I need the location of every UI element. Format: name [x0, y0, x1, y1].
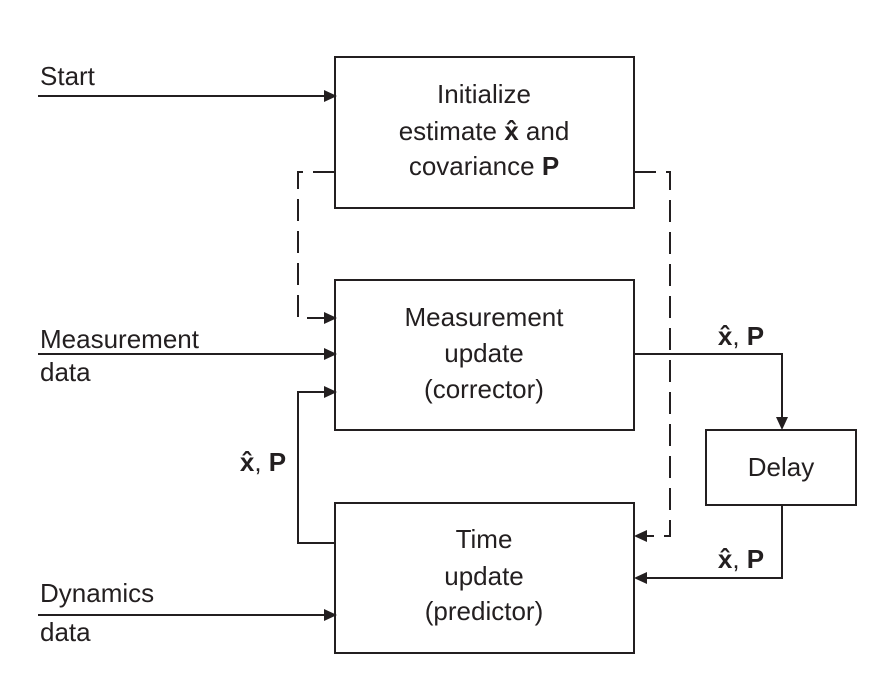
initialize-box	[334, 56, 635, 209]
delay-to-time-arrowhead	[634, 572, 647, 584]
start-arrowhead	[324, 90, 337, 102]
time-to-measurement-line	[297, 391, 335, 544]
signal-label-feedback: x̂, P	[240, 447, 286, 477]
init-to-measurement-arrowhead	[324, 312, 337, 324]
init-to-time-dashed-line	[634, 171, 671, 537]
signal-label-delay-out: x̂, P	[718, 544, 764, 574]
measurement-update-line1: Measurement	[405, 302, 565, 332]
delay-label: Delay	[748, 452, 814, 482]
measurement-update-box	[334, 279, 635, 431]
time-update-box	[334, 502, 635, 654]
measurement-data-label-line1: Measurement	[40, 324, 200, 354]
dynamics-data-label-line2: data	[40, 617, 91, 647]
signal-label-measurement-out: x̂, P	[718, 321, 764, 351]
dynamics-data-arrowhead	[324, 609, 337, 621]
time-update-line2: update	[444, 561, 524, 591]
dynamics-data-label-line1: Dynamics	[40, 578, 154, 608]
init-to-measurement-dashed-line	[297, 171, 335, 319]
time-update-line3: (predictor)	[425, 596, 543, 626]
initialize-line1: Initialize	[437, 79, 531, 109]
initialize-line3: covariance P	[409, 151, 559, 181]
init-to-time-arrowhead	[634, 530, 647, 542]
delay-box	[705, 429, 857, 506]
measurement-update-line3: (corrector)	[424, 374, 544, 404]
measurement-update-line2: update	[444, 338, 524, 368]
measurement-data-arrowhead	[324, 348, 337, 360]
measurement-to-delay-arrowhead	[776, 417, 788, 430]
time-to-measurement-arrowhead	[324, 386, 337, 398]
start-label: Start	[40, 61, 96, 91]
measurement-data-label-line2: data	[40, 357, 91, 387]
measurement-to-delay-line	[634, 353, 783, 419]
initialize-line2: estimate x̂ and	[399, 116, 570, 146]
delay-to-time-line	[645, 505, 783, 579]
time-update-line1: Time	[456, 524, 513, 554]
